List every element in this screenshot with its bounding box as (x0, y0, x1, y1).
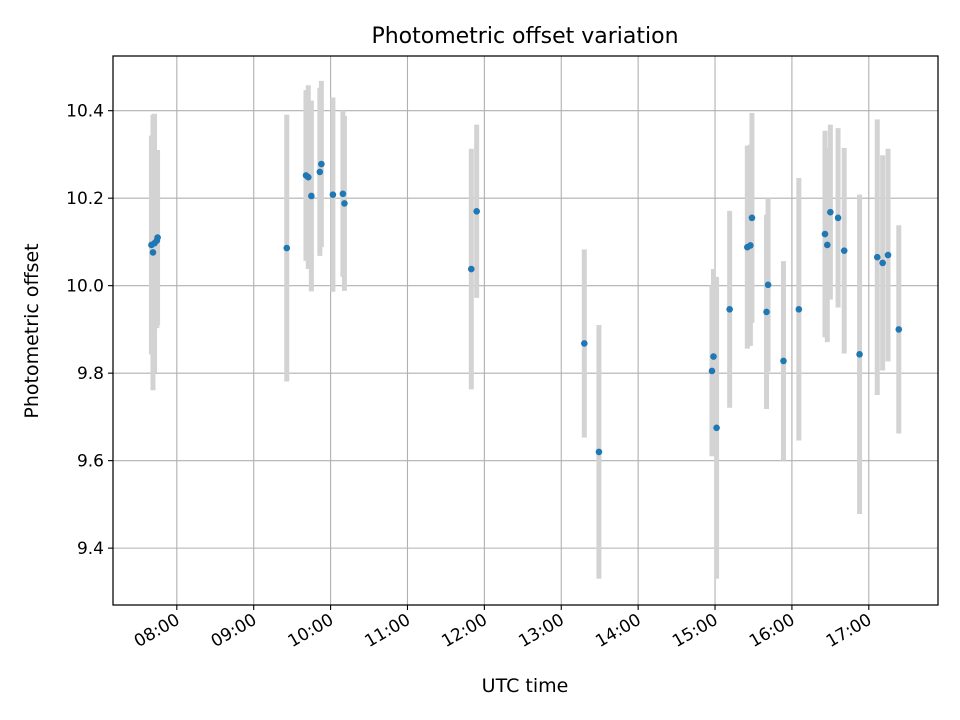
data-point (316, 168, 324, 176)
data-point (710, 353, 717, 360)
data-point (341, 200, 348, 207)
data-point (283, 244, 291, 252)
data-point (856, 351, 863, 358)
data-point (795, 305, 803, 313)
y-tick-label: 9.6 (77, 452, 104, 472)
data-point (308, 192, 315, 200)
data-point (726, 305, 733, 313)
data-point (780, 357, 787, 365)
data-point (748, 214, 756, 222)
y-tick-label: 10.4 (66, 102, 104, 122)
data-point (473, 207, 480, 215)
data-point (318, 160, 325, 168)
axes-frame (112, 55, 939, 606)
data-point (595, 448, 603, 456)
data-point (764, 281, 772, 289)
data-point (873, 253, 881, 261)
data-point (747, 242, 754, 249)
data-point (329, 191, 337, 198)
chart-title: Photometric offset variation (371, 24, 678, 49)
data-point (879, 259, 886, 267)
data-point (713, 424, 720, 432)
data-point (827, 208, 834, 216)
y-axis-ticks: 9.4 9.6 9.8 10.0 10.2 10.4 (66, 102, 113, 559)
data-point (304, 173, 312, 181)
data-point (834, 214, 842, 222)
data-point (149, 249, 157, 256)
data-point (823, 241, 831, 249)
y-tick-label: 10.2 (66, 189, 104, 209)
y-axis-label: Photometric offset (21, 243, 43, 418)
data-point (840, 247, 848, 254)
data-point (884, 251, 892, 259)
data-point (154, 234, 161, 241)
data-point (339, 190, 347, 198)
data-point (708, 367, 716, 375)
data-point (821, 230, 829, 238)
data-point (763, 308, 770, 316)
data-point (467, 265, 475, 273)
data-point (895, 326, 903, 333)
x-axis-label: UTC time (482, 675, 569, 697)
data-point (581, 340, 588, 347)
data-points (148, 160, 903, 456)
y-tick-label: 9.4 (77, 539, 104, 559)
y-tick-label: 10.0 (66, 277, 104, 297)
y-tick-label: 9.8 (77, 364, 104, 384)
